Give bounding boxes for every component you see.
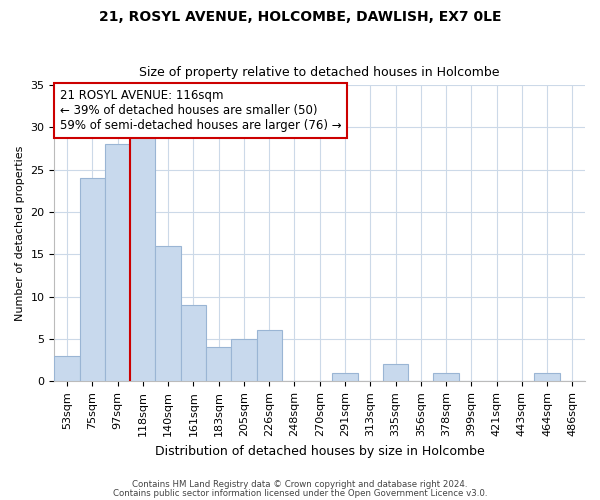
Bar xyxy=(55,356,80,382)
Bar xyxy=(155,246,181,382)
Text: Contains public sector information licensed under the Open Government Licence v3: Contains public sector information licen… xyxy=(113,489,487,498)
Bar xyxy=(433,373,458,382)
Bar xyxy=(535,373,560,382)
Text: 21, ROSYL AVENUE, HOLCOMBE, DAWLISH, EX7 0LE: 21, ROSYL AVENUE, HOLCOMBE, DAWLISH, EX7… xyxy=(99,10,501,24)
Bar xyxy=(332,373,358,382)
Bar xyxy=(181,305,206,382)
Bar xyxy=(130,136,155,382)
Title: Size of property relative to detached houses in Holcombe: Size of property relative to detached ho… xyxy=(139,66,500,80)
Bar xyxy=(383,364,408,382)
Y-axis label: Number of detached properties: Number of detached properties xyxy=(15,146,25,321)
Text: 21 ROSYL AVENUE: 116sqm
← 39% of detached houses are smaller (50)
59% of semi-de: 21 ROSYL AVENUE: 116sqm ← 39% of detache… xyxy=(60,90,341,132)
X-axis label: Distribution of detached houses by size in Holcombe: Distribution of detached houses by size … xyxy=(155,444,485,458)
Bar xyxy=(257,330,282,382)
Bar xyxy=(231,339,257,382)
Bar xyxy=(80,178,105,382)
Text: Contains HM Land Registry data © Crown copyright and database right 2024.: Contains HM Land Registry data © Crown c… xyxy=(132,480,468,489)
Bar xyxy=(105,144,130,382)
Bar xyxy=(206,348,231,382)
